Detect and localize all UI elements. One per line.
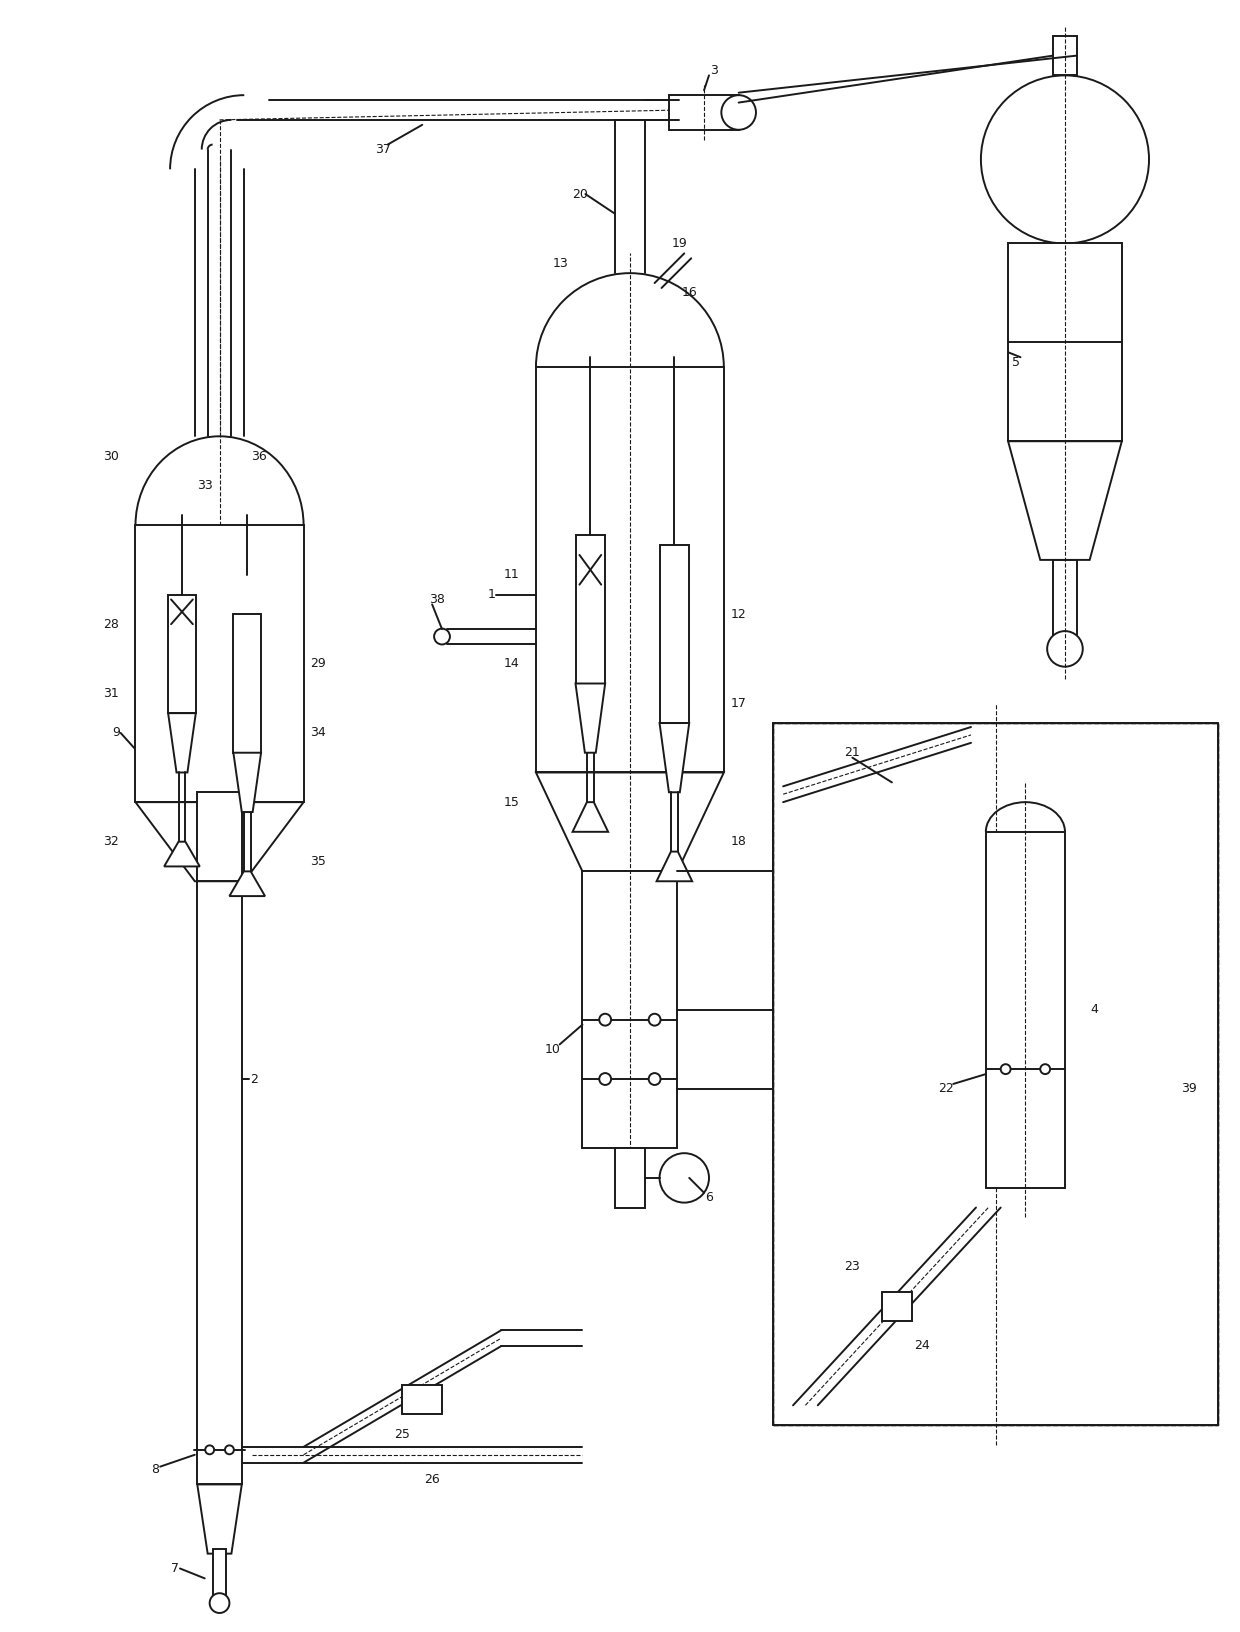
Text: 8: 8 xyxy=(151,1464,159,1475)
Bar xyxy=(615,1149,645,1208)
Circle shape xyxy=(224,1446,234,1454)
Text: 15: 15 xyxy=(503,796,520,809)
Polygon shape xyxy=(197,1485,242,1554)
Bar xyxy=(197,792,242,881)
Bar xyxy=(660,545,689,723)
Polygon shape xyxy=(135,803,304,881)
Text: 14: 14 xyxy=(503,658,520,671)
Text: 10: 10 xyxy=(544,1043,560,1056)
Polygon shape xyxy=(164,842,200,867)
Circle shape xyxy=(722,95,756,131)
Text: 7: 7 xyxy=(171,1562,179,1575)
Circle shape xyxy=(205,1446,215,1454)
Text: 26: 26 xyxy=(424,1474,440,1487)
Bar xyxy=(169,594,196,713)
Circle shape xyxy=(981,75,1149,243)
Text: 32: 32 xyxy=(103,836,119,849)
Text: 34: 34 xyxy=(310,726,326,739)
Text: 3: 3 xyxy=(711,64,718,77)
Polygon shape xyxy=(536,772,724,871)
Text: 5: 5 xyxy=(1012,356,1019,369)
Polygon shape xyxy=(573,803,608,832)
Bar xyxy=(233,614,262,752)
Polygon shape xyxy=(657,852,692,881)
Bar xyxy=(986,832,1065,1188)
Text: 38: 38 xyxy=(429,592,445,605)
Circle shape xyxy=(434,628,450,645)
Text: 11: 11 xyxy=(503,568,520,581)
Circle shape xyxy=(210,1593,229,1612)
Circle shape xyxy=(140,764,156,780)
Text: 24: 24 xyxy=(914,1340,930,1353)
Polygon shape xyxy=(233,752,262,813)
Bar xyxy=(774,723,1218,1425)
Polygon shape xyxy=(403,1384,441,1415)
Text: 28: 28 xyxy=(103,617,119,630)
Text: 16: 16 xyxy=(681,287,697,299)
Circle shape xyxy=(1047,632,1083,667)
Circle shape xyxy=(649,1013,661,1025)
Circle shape xyxy=(1040,1064,1050,1074)
Polygon shape xyxy=(882,1291,911,1322)
Text: 18: 18 xyxy=(730,836,746,849)
Bar xyxy=(1008,243,1122,441)
Text: 29: 29 xyxy=(310,658,326,671)
Text: 30: 30 xyxy=(103,449,119,462)
Bar xyxy=(670,95,739,131)
Text: 4: 4 xyxy=(1091,1004,1099,1017)
Polygon shape xyxy=(229,871,265,896)
Bar xyxy=(1053,560,1076,650)
Bar xyxy=(583,871,677,1149)
Bar xyxy=(575,535,605,684)
Text: 17: 17 xyxy=(730,697,746,710)
Text: 35: 35 xyxy=(310,855,326,868)
Text: 12: 12 xyxy=(730,607,746,620)
Text: 13: 13 xyxy=(553,256,569,269)
Circle shape xyxy=(599,1074,611,1085)
Bar xyxy=(774,723,1218,1425)
Text: 9: 9 xyxy=(112,726,119,739)
Circle shape xyxy=(1001,1064,1011,1074)
Text: 6: 6 xyxy=(706,1191,713,1204)
Polygon shape xyxy=(575,684,605,752)
Polygon shape xyxy=(660,723,689,792)
Text: 21: 21 xyxy=(844,746,861,759)
Text: 33: 33 xyxy=(197,480,212,493)
Bar xyxy=(1053,36,1076,75)
Text: 31: 31 xyxy=(103,687,119,700)
Bar xyxy=(135,526,304,803)
Bar xyxy=(212,1549,227,1598)
Bar xyxy=(197,803,242,1485)
Text: 19: 19 xyxy=(671,237,687,250)
Polygon shape xyxy=(169,713,196,772)
Bar xyxy=(536,367,724,772)
Text: 1: 1 xyxy=(487,588,496,601)
Text: 36: 36 xyxy=(252,449,267,462)
Text: 37: 37 xyxy=(374,144,391,157)
Text: 23: 23 xyxy=(844,1260,861,1273)
Circle shape xyxy=(649,1074,661,1085)
Text: 22: 22 xyxy=(939,1082,954,1095)
Text: 2: 2 xyxy=(250,1072,258,1085)
Circle shape xyxy=(660,1154,709,1203)
Text: 39: 39 xyxy=(1180,1082,1197,1095)
Text: 25: 25 xyxy=(394,1428,410,1441)
Text: 20: 20 xyxy=(573,188,589,201)
Circle shape xyxy=(599,1013,611,1025)
Polygon shape xyxy=(1008,441,1122,560)
